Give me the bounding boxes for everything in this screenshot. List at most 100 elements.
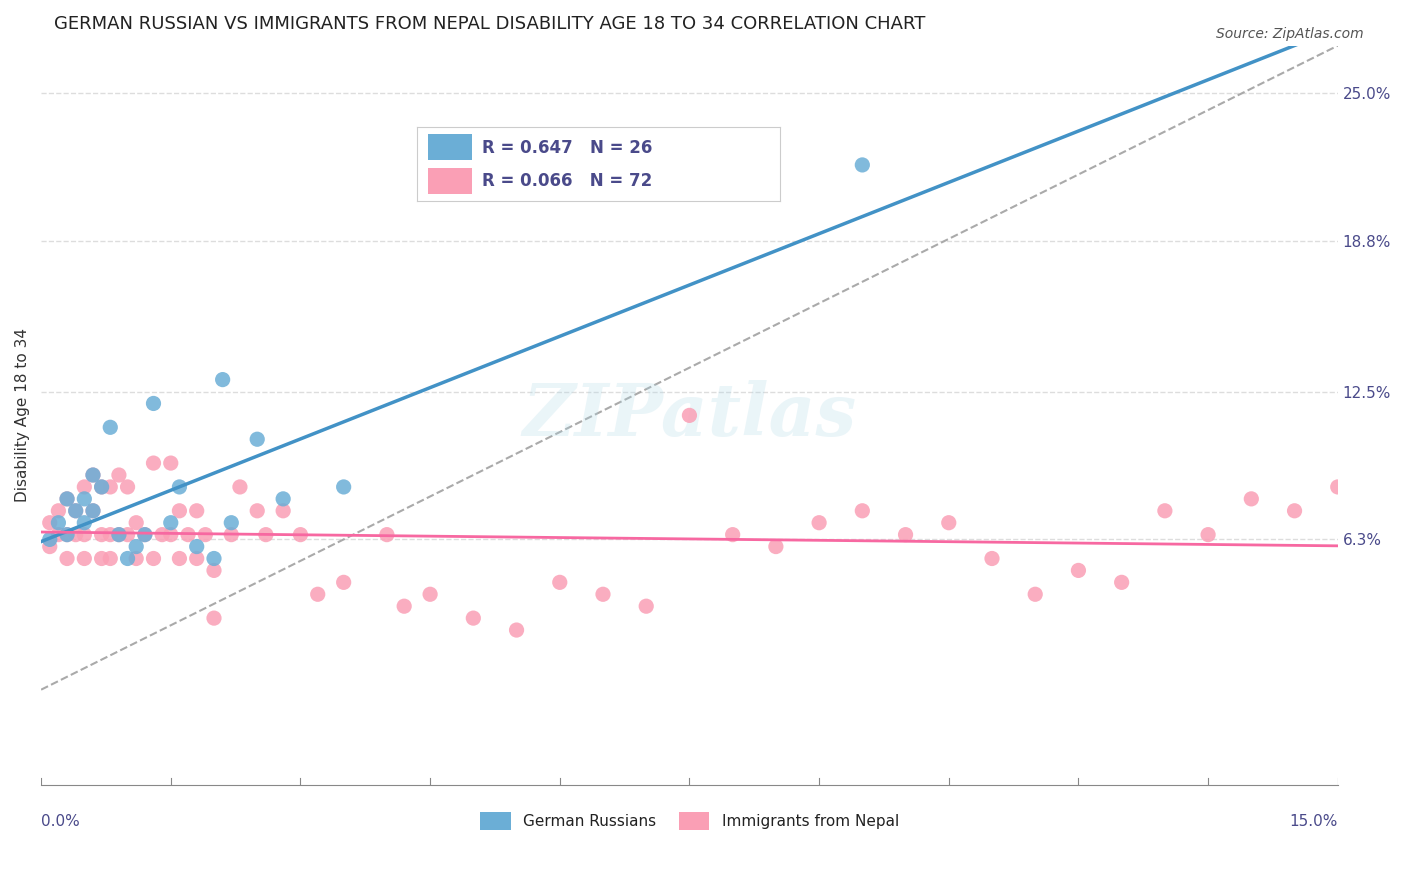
Point <box>108 527 131 541</box>
Point <box>202 563 225 577</box>
Point <box>246 504 269 518</box>
Text: GERMAN RUSSIAN VS IMMIGRANTS FROM NEPAL DISABILITY AGE 18 TO 34 CORRELATION CHAR: GERMAN RUSSIAN VS IMMIGRANTS FROM NEPAL … <box>53 15 925 33</box>
Point <box>56 527 79 541</box>
Point <box>636 599 658 614</box>
Point <box>202 611 225 625</box>
Point <box>48 504 70 518</box>
Point <box>159 516 181 530</box>
Point <box>56 491 79 506</box>
Point <box>73 480 96 494</box>
Point <box>73 527 96 541</box>
Point <box>851 158 873 172</box>
Point <box>271 504 294 518</box>
Point <box>117 527 139 541</box>
Point <box>1284 504 1306 518</box>
Point <box>211 373 233 387</box>
Point <box>186 504 208 518</box>
Point <box>117 551 139 566</box>
Point <box>463 611 485 625</box>
Point <box>851 504 873 518</box>
Text: 0.0%: 0.0% <box>41 814 80 829</box>
Point <box>548 575 571 590</box>
Point <box>271 491 294 506</box>
Point <box>229 480 252 494</box>
Point <box>82 468 104 483</box>
Point <box>108 527 131 541</box>
Point <box>307 587 329 601</box>
Point <box>90 551 112 566</box>
Point <box>98 551 121 566</box>
Point <box>98 480 121 494</box>
Point <box>721 527 744 541</box>
Point <box>56 491 79 506</box>
Point <box>375 527 398 541</box>
Point <box>1240 491 1263 506</box>
Point <box>219 527 242 541</box>
Point <box>202 551 225 566</box>
Point <box>186 540 208 554</box>
Point <box>142 456 165 470</box>
Point <box>82 504 104 518</box>
Point <box>108 468 131 483</box>
Point <box>981 551 1004 566</box>
Point <box>169 551 191 566</box>
Point <box>98 420 121 434</box>
Point <box>219 516 242 530</box>
Point <box>1024 587 1046 601</box>
Text: 15.0%: 15.0% <box>1289 814 1337 829</box>
Point <box>254 527 277 541</box>
Point <box>894 527 917 541</box>
Point <box>765 540 787 554</box>
Point <box>1067 563 1090 577</box>
Text: Source: ZipAtlas.com: Source: ZipAtlas.com <box>1216 27 1364 41</box>
Point <box>419 587 441 601</box>
Point <box>65 504 87 518</box>
Point <box>73 516 96 530</box>
Point <box>678 409 700 423</box>
Point <box>142 396 165 410</box>
Y-axis label: Disability Age 18 to 34: Disability Age 18 to 34 <box>15 328 30 502</box>
Point <box>290 527 312 541</box>
Point <box>38 540 60 554</box>
Point <box>82 468 104 483</box>
Point <box>38 516 60 530</box>
Point <box>98 527 121 541</box>
Point <box>392 599 415 614</box>
Point <box>65 527 87 541</box>
Point <box>159 456 181 470</box>
Point <box>48 516 70 530</box>
Point <box>73 491 96 506</box>
Point <box>90 480 112 494</box>
Text: ZIPatlas: ZIPatlas <box>523 380 856 450</box>
Point <box>1197 527 1219 541</box>
Point <box>246 432 269 446</box>
Point <box>150 527 173 541</box>
Point <box>159 527 181 541</box>
Point <box>938 516 960 530</box>
Point <box>142 551 165 566</box>
Point <box>1154 504 1177 518</box>
Point <box>332 480 354 494</box>
Point <box>90 527 112 541</box>
Point <box>56 551 79 566</box>
Point <box>117 480 139 494</box>
Point <box>134 527 156 541</box>
Point <box>56 527 79 541</box>
Point <box>82 504 104 518</box>
Point <box>808 516 831 530</box>
Point <box>73 551 96 566</box>
Point <box>169 504 191 518</box>
Point <box>177 527 200 541</box>
Point <box>38 533 60 547</box>
Point <box>65 504 87 518</box>
Point <box>125 516 148 530</box>
Point <box>194 527 217 541</box>
Point <box>90 480 112 494</box>
Point <box>48 527 70 541</box>
Legend: German Russians, Immigrants from Nepal: German Russians, Immigrants from Nepal <box>474 805 905 837</box>
Point <box>169 480 191 494</box>
Point <box>125 540 148 554</box>
Point <box>125 551 148 566</box>
Point <box>1111 575 1133 590</box>
Point <box>186 551 208 566</box>
